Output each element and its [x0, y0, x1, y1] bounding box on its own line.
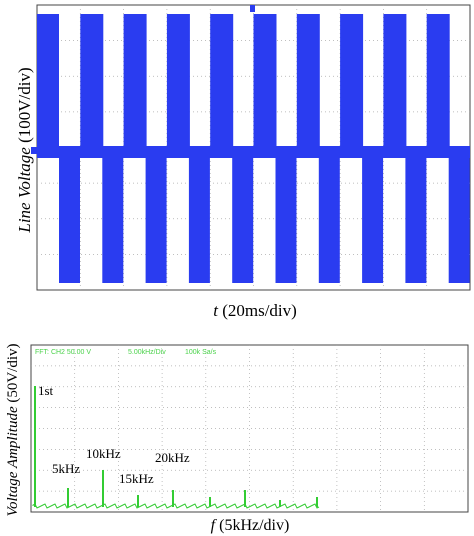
scope-header: 5.00kHz/Div [128, 349, 166, 356]
negative-pulse [405, 150, 427, 283]
negative-pulse [448, 150, 470, 283]
y-axis-label-italic: Line Voltage [15, 147, 34, 234]
spectrum-trace [32, 386, 320, 509]
annotation: 20kHz [155, 450, 190, 465]
x-axis-label: f (5kHz/div) [211, 517, 290, 534]
voltage-waveform [31, 5, 470, 283]
negative-pulse [188, 150, 210, 283]
y-axis-label-unit: (100V/div) [15, 67, 34, 143]
negative-pulse [362, 150, 384, 283]
positive-pulse [166, 14, 190, 150]
x-axis-label-italic: t [213, 301, 219, 320]
negative-pulse [318, 150, 340, 283]
positive-pulse [123, 14, 147, 150]
plot-frame [30, 344, 469, 513]
annotation: 5kHz [52, 461, 80, 476]
x-axis-label-italic: f [211, 517, 218, 534]
y-axis-label: Voltage Amplitude (50V/div) [5, 343, 21, 516]
negative-pulse [145, 150, 167, 283]
positive-pulse [296, 14, 320, 150]
noise-floor [32, 503, 320, 509]
positive-pulse [253, 14, 277, 150]
negative-pulse [59, 150, 80, 283]
annotation: 10kHz [86, 446, 121, 461]
scope-header: 100k Sa/s [185, 349, 217, 356]
positive-pulse [340, 14, 364, 150]
x-axis-label-unit: (20ms/div) [222, 301, 297, 320]
negative-pulse [232, 150, 254, 283]
scope-header: FFT: CH2 50.00 V [35, 349, 91, 356]
positive-pulse [37, 14, 59, 150]
x-axis-label-unit: (5kHz/div) [219, 517, 289, 534]
negative-pulse [275, 150, 297, 283]
negative-pulse [102, 150, 124, 283]
positive-pulse [426, 14, 450, 150]
y-axis-label-unit: (50V/div) [5, 343, 21, 402]
trigger-marker [250, 5, 255, 12]
ground-marker [31, 147, 37, 154]
positive-pulse [80, 14, 104, 150]
spectrum-panel: FFT: CH2 50.00 V 5.00kHz/Div 100k Sa/s 1… [5, 343, 469, 534]
annotation: 1st [38, 383, 54, 398]
voltage-panel: Line Voltage (100V/div) t (20ms/div) [15, 4, 471, 320]
annotation: 15kHz [119, 471, 154, 486]
positive-pulse [383, 14, 407, 150]
y-axis-label: Line Voltage (100V/div) [15, 67, 34, 233]
x-axis-label: t (20ms/div) [213, 301, 297, 320]
positive-pulse [210, 14, 234, 150]
y-axis-label-italic: Voltage Amplitude [5, 406, 21, 516]
